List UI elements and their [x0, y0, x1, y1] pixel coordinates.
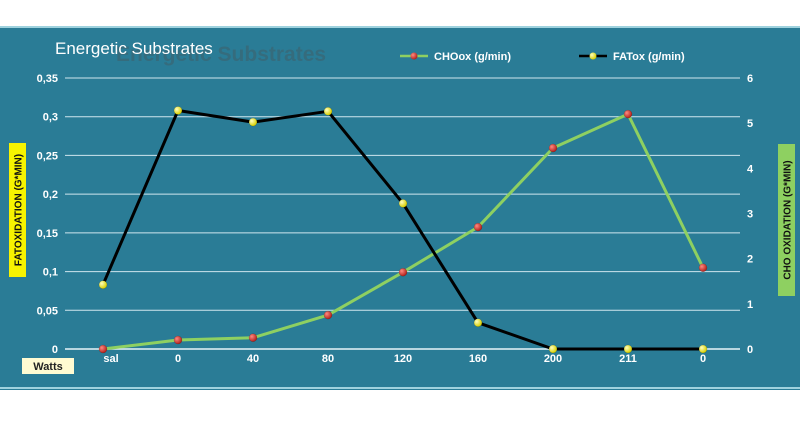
right-tick-label: 5 — [747, 118, 753, 130]
right-axis-label: CHO OXIDATION (G*MIN) — [783, 160, 794, 279]
left-tick-label: 0,35 — [37, 73, 58, 85]
right-axis-ticks: 0 1 2 3 4 5 6 — [747, 73, 754, 356]
cho-data-point — [698, 263, 708, 272]
fat-data-point — [173, 106, 183, 115]
fat-data-point — [623, 344, 633, 354]
left-tick-label: 0,2 — [43, 189, 58, 201]
x-tick-label: sal — [103, 353, 118, 365]
right-axis-label-box — [778, 144, 795, 296]
x-tick-label: 0 — [175, 353, 181, 365]
fat-data-point — [473, 318, 483, 327]
x-tick-label: 211 — [619, 353, 637, 365]
left-tick-label: 0,25 — [37, 150, 58, 162]
chart-title: Energetic Substrates — [55, 39, 213, 58]
x-axis-tag-box — [22, 358, 74, 374]
left-tick-label: 0,3 — [43, 112, 58, 124]
data-series — [98, 106, 708, 354]
fat-data-point — [248, 117, 258, 127]
left-tick-label: 0 — [52, 344, 58, 356]
legend: CHOox (g/min) FATox (g/min) — [400, 51, 685, 63]
right-tick-label: 2 — [747, 254, 753, 266]
fat-data-point — [98, 280, 108, 289]
legend-fat-marker — [589, 52, 597, 60]
fat-data-point — [323, 107, 333, 116]
x-tick-label: 160 — [469, 353, 487, 365]
cho-data-point — [398, 267, 408, 277]
right-tick-label: 4 — [747, 163, 754, 175]
legend-cho-marker — [410, 52, 418, 60]
right-tick-label: 6 — [747, 73, 753, 85]
right-tick-label: 1 — [747, 299, 753, 311]
left-axis-label-box — [9, 143, 26, 277]
left-tick-label: 0,1 — [43, 267, 58, 279]
legend-fat-label: FATox (g/min) — [613, 51, 685, 63]
x-tick-label: 0 — [700, 353, 706, 365]
cho-data-point — [323, 310, 333, 320]
x-tick-label: 40 — [247, 353, 259, 365]
left-axis-ticks: 0 0,05 0,1 0,15 0,2 0,25 0,3 0,35 — [37, 73, 58, 356]
fat-data-point — [548, 344, 558, 354]
left-axis-label: FATOXIDATION (G*MIN) — [14, 154, 25, 266]
cho-data-point — [548, 143, 558, 153]
x-tick-label: 80 — [322, 353, 334, 365]
right-tick-label: 3 — [747, 209, 753, 221]
left-tick-label: 0,05 — [37, 305, 58, 317]
x-tick-label: 200 — [544, 353, 562, 365]
cho-data-point — [623, 109, 633, 119]
fat-data-point — [698, 344, 708, 354]
x-axis-tag: Watts — [33, 361, 63, 373]
plot-panel — [0, 26, 800, 390]
cho-data-point — [473, 222, 483, 232]
left-tick-label: 0,15 — [37, 228, 58, 240]
fat-data-point — [398, 199, 408, 208]
x-tick-label: 120 — [394, 353, 412, 365]
x-axis-ticks: sal 0 40 80 120 160 200 211 0 — [103, 353, 706, 365]
chart-title-shadow: Energetic Substrates — [116, 43, 326, 66]
cho-data-point — [173, 335, 183, 345]
cho-data-point — [248, 333, 258, 342]
cho-data-point — [98, 344, 108, 354]
right-tick-label: 0 — [747, 344, 753, 356]
legend-cho-label: CHOox (g/min) — [434, 51, 511, 63]
